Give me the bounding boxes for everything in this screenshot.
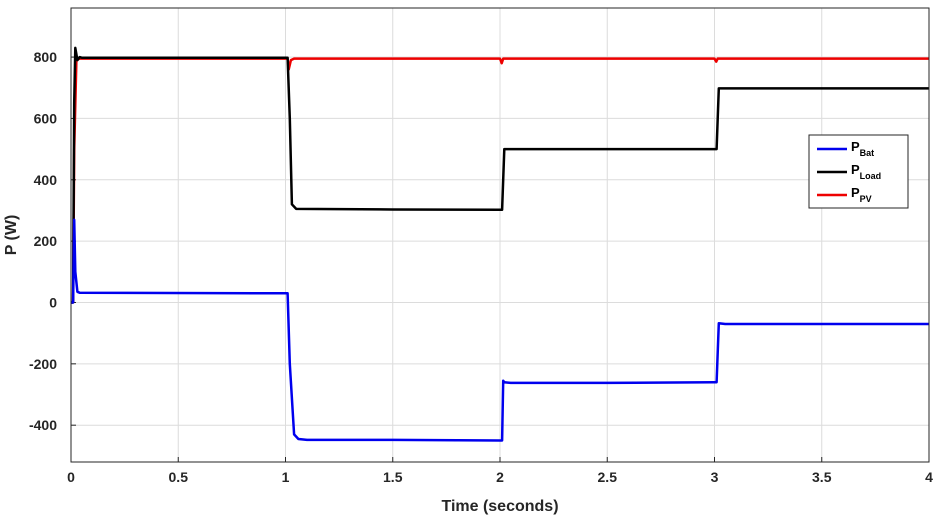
x-tick-label: 1.5: [383, 469, 403, 485]
legend-label-sub: Bat: [860, 148, 875, 158]
y-tick-label: 200: [34, 233, 58, 249]
y-tick-label: 600: [34, 110, 58, 126]
grid-lines: [70, 8, 930, 462]
y-axis-label: P (W): [3, 215, 20, 256]
x-tick-label: 2: [496, 469, 504, 485]
x-tick-label: 2.5: [598, 469, 618, 485]
y-tick-labels: -400 -200 0 200 400 600 800: [29, 49, 57, 433]
legend-label-main: P: [851, 139, 860, 154]
legend-label-main: P: [851, 185, 860, 200]
y-tick-label: 0: [49, 294, 57, 310]
legend-entry: PLoad: [851, 162, 881, 181]
x-tick-label: 0: [67, 469, 75, 485]
legend-entry: PPV: [851, 185, 872, 204]
x-tick-label: 3: [711, 469, 719, 485]
x-tick-label: 3.5: [812, 469, 832, 485]
series-line-load: [71, 46, 929, 304]
x-tick-label: 1: [282, 469, 290, 485]
y-tick-label: -200: [29, 356, 57, 372]
series-line-bat: [71, 218, 929, 442]
legend-label-sub: Load: [860, 171, 882, 181]
legend-label-main: P: [851, 162, 860, 177]
x-tick-label: 4: [925, 469, 933, 485]
series-layer: [71, 46, 929, 442]
y-tick-label: 800: [34, 49, 58, 65]
y-tick-label: -400: [29, 417, 57, 433]
legend-label-sub: PV: [860, 194, 872, 204]
x-tick-labels: 0 0.5 1 1.5 2 2.5 3 3.5 4: [67, 469, 933, 485]
x-tick-label: 0.5: [169, 469, 189, 485]
legend-entry: PBat: [851, 139, 874, 158]
plot-frame: [70, 7, 930, 463]
x-axis-label: Time (seconds): [441, 498, 558, 515]
y-tick-label: 400: [34, 172, 58, 188]
